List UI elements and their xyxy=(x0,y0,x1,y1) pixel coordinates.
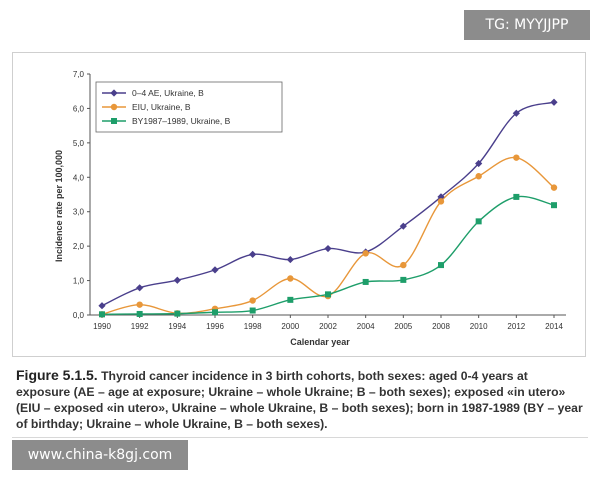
figure-label: Figure 5.1.5. xyxy=(16,367,98,383)
data-point-series-3 xyxy=(400,276,407,283)
figure-caption-text: Thyroid cancer incidence in 3 birth coho… xyxy=(16,369,583,431)
data-point-series-2 xyxy=(400,261,407,269)
legend-label: 0–4 AE, Ukraine, B xyxy=(132,88,204,98)
data-point-series-1 xyxy=(512,109,520,117)
x-tick-label: 2000 xyxy=(281,322,299,331)
x-tick-label: 2012 xyxy=(507,322,525,331)
data-point-series-2 xyxy=(475,173,482,180)
data-point-series-3 xyxy=(325,291,331,298)
data-point-series-1 xyxy=(550,98,558,106)
data-point-series-3 xyxy=(212,309,218,316)
data-point-series-1 xyxy=(173,276,181,284)
data-point-series-2 xyxy=(550,184,558,191)
figure-caption: Figure 5.1.5. Thyroid cancer incidence i… xyxy=(16,367,584,432)
legend-swatch-marker xyxy=(110,103,118,111)
data-point-series-1 xyxy=(136,284,144,292)
line-chart: 0,0 1,0 2,0 3,0 4,0 5,0 6,0 7,0 1990 1992 1994 1996… xyxy=(54,70,566,347)
y-tick-label: 0,0 xyxy=(73,311,85,320)
data-point-series-1 xyxy=(249,250,257,259)
y-tick-label: 1,0 xyxy=(73,277,85,286)
series-line-2 xyxy=(101,156,555,315)
x-tick-label: 1994 xyxy=(168,322,186,331)
legend-swatch-marker xyxy=(110,89,118,97)
data-point-series-2 xyxy=(249,297,256,304)
data-point-series-2 xyxy=(136,301,143,308)
data-point-series-2 xyxy=(287,275,294,282)
x-tick-label: 1992 xyxy=(131,322,149,331)
divider xyxy=(12,437,588,438)
legend-swatch-marker xyxy=(111,118,117,124)
data-point-series-3 xyxy=(362,278,369,285)
x-tick-label: 2014 xyxy=(545,322,563,331)
data-point-series-1 xyxy=(324,244,332,253)
legend-label: EIU, Ukraine, B xyxy=(132,102,191,112)
y-tick-label: 2,0 xyxy=(73,242,85,251)
chart-axes: 0,0 1,0 2,0 3,0 4,0 5,0 6,0 7,0 1990 1992 1994 1996… xyxy=(73,70,566,331)
data-point-series-2 xyxy=(437,198,445,205)
chart-series-lines xyxy=(101,101,555,316)
data-point-series-1 xyxy=(437,193,445,201)
data-point-series-1 xyxy=(211,266,219,274)
x-tick-label: 2005 xyxy=(394,322,412,331)
x-tick-label: 2002 xyxy=(319,322,337,331)
x-tick-label: 1998 xyxy=(244,322,262,331)
data-point-series-3 xyxy=(551,202,557,209)
y-axis-label: Incidence rate per 100,000 xyxy=(54,150,64,262)
x-tick-label: 1996 xyxy=(206,322,224,331)
data-point-series-3 xyxy=(287,296,294,303)
data-point-series-1 xyxy=(286,255,294,264)
data-point-series-1 xyxy=(98,302,106,310)
watermark-bottom: www.china-k8gj.com xyxy=(12,440,188,470)
y-tick-label: 3,0 xyxy=(73,208,85,217)
data-point-series-1 xyxy=(475,159,483,168)
series-line-1 xyxy=(101,101,555,307)
x-tick-label: 1990 xyxy=(93,322,111,331)
watermark-top: TG: MYYJJPP xyxy=(464,10,590,40)
legend-label: BY1987–1989, Ukraine, B xyxy=(132,116,231,126)
data-point-series-3 xyxy=(438,262,444,269)
data-point-series-3 xyxy=(99,311,105,318)
x-tick-label: 2008 xyxy=(432,322,450,331)
data-point-series-3 xyxy=(513,193,520,200)
data-point-series-3 xyxy=(475,218,482,225)
data-point-series-1 xyxy=(399,222,407,230)
data-point-series-2 xyxy=(513,154,520,161)
data-point-series-3 xyxy=(136,310,143,317)
x-tick-label: 2004 xyxy=(357,322,375,331)
y-tick-label: 4,0 xyxy=(73,173,85,182)
data-point-series-3 xyxy=(174,310,181,317)
legend-box xyxy=(95,81,283,133)
y-tick-label: 7,0 xyxy=(73,70,85,79)
chart-legend: 0–4 AE, Ukraine, B EIU, Ukraine, B BY1987–… xyxy=(95,81,283,133)
y-tick-label: 6,0 xyxy=(73,104,85,113)
x-tick-label: 2010 xyxy=(470,322,488,331)
data-point-series-3 xyxy=(249,307,256,314)
y-tick-label: 5,0 xyxy=(73,139,85,148)
x-axis-label: Calendar year xyxy=(290,337,350,347)
data-point-series-2 xyxy=(362,250,369,257)
